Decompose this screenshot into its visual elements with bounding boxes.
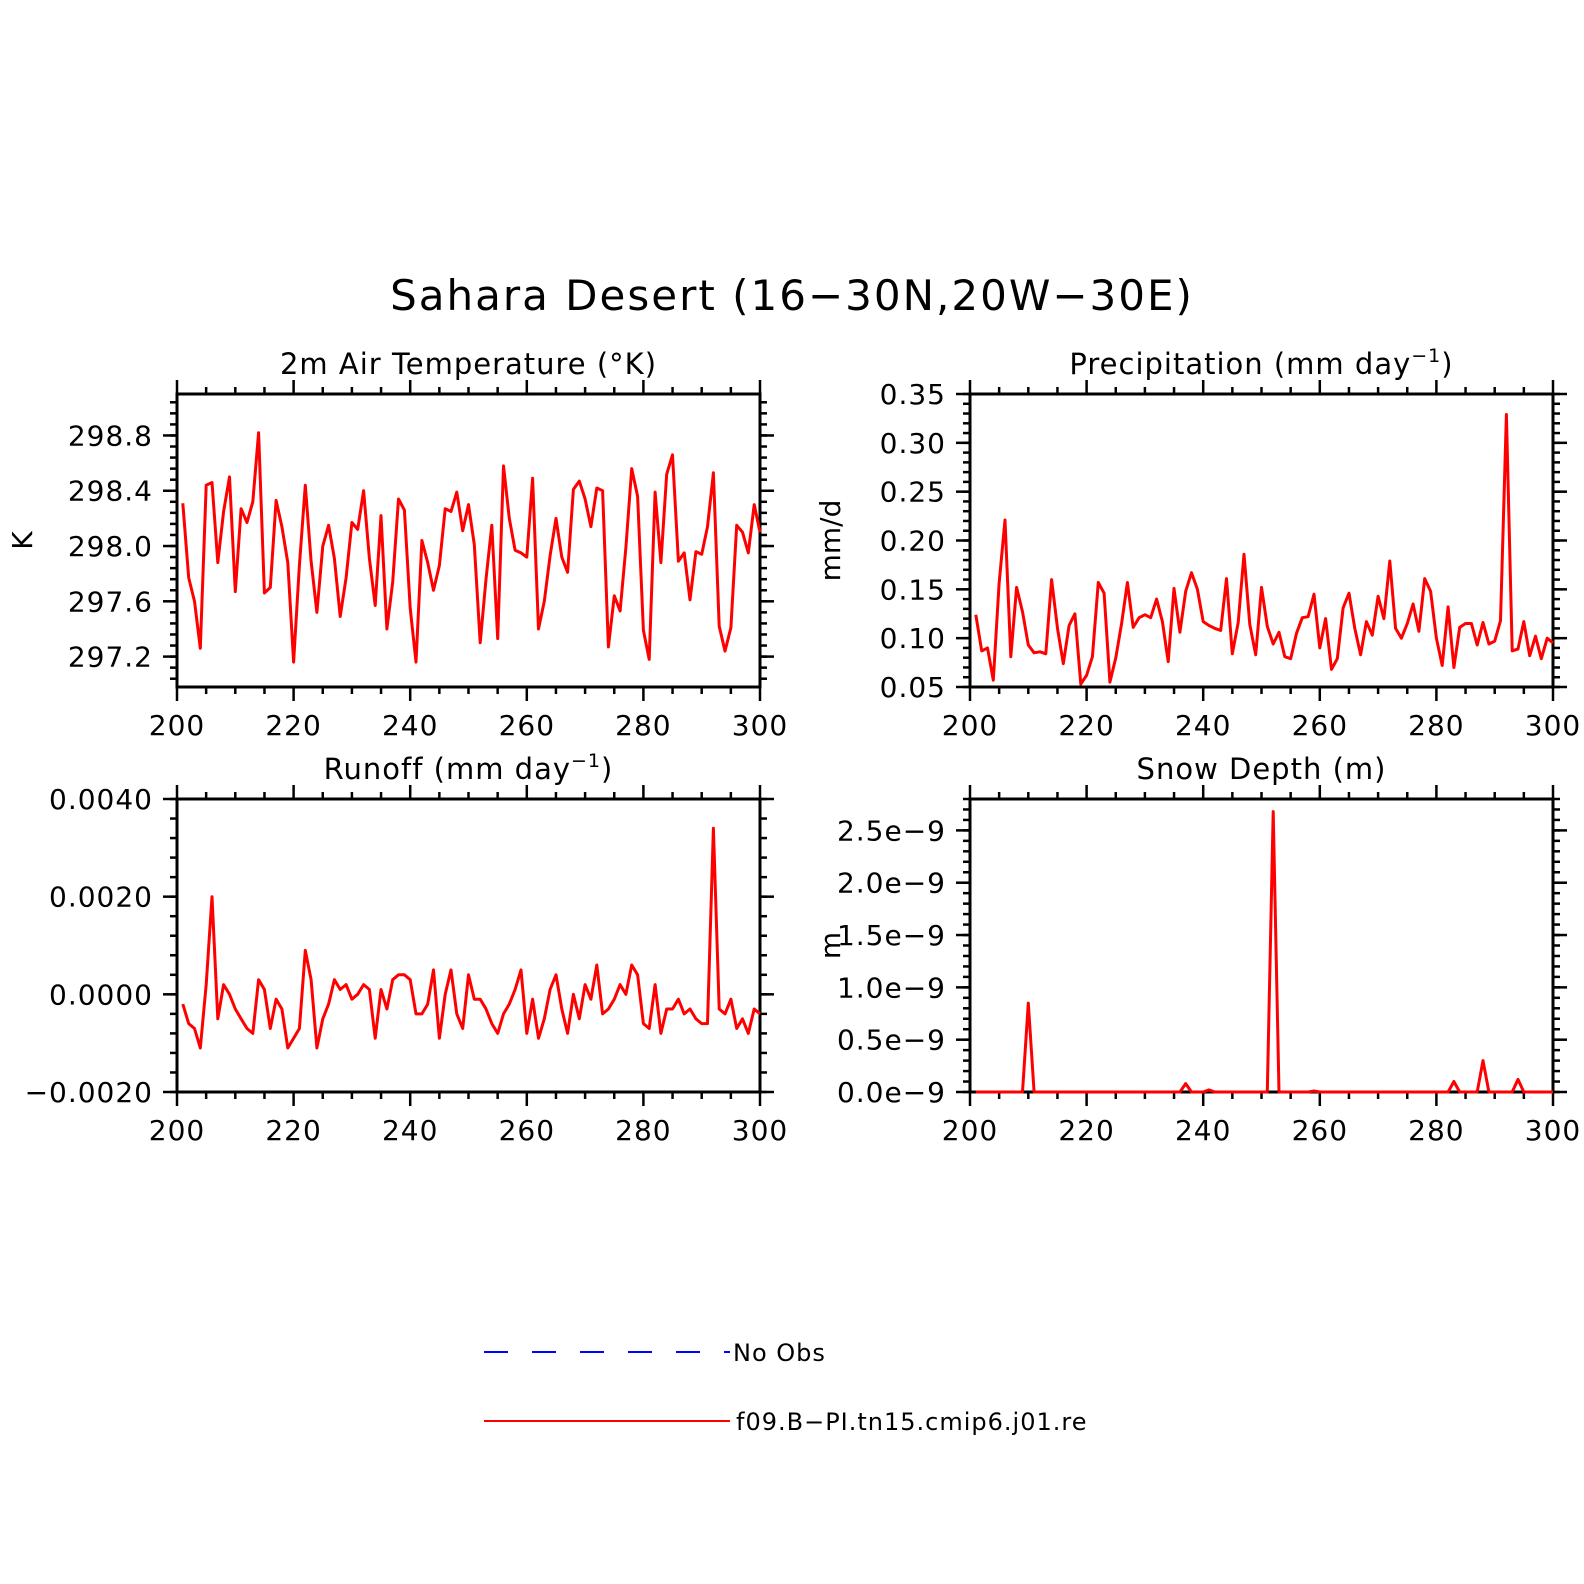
snow-depth-plot-frame — [968, 797, 1555, 1094]
runoff-xtick-label: 220 — [265, 1114, 321, 1147]
snow-depth-xtick-label: 260 — [1292, 1114, 1348, 1147]
precipitation-title-tail: ) — [1441, 347, 1453, 381]
precipitation-series-line — [974, 413, 1554, 686]
snow-depth-ytick-label: 1.0e−9 — [837, 971, 946, 1004]
snow-depth-xtick-label: 220 — [1058, 1114, 1114, 1147]
air-temperature-title-text: 2m Air Temperature (°K) — [280, 347, 657, 381]
air-temperature-ytick-label: 297.2 — [68, 641, 153, 674]
air-temperature-plot-frame — [175, 392, 762, 689]
legend-no-obs-label: No Obs — [733, 1339, 826, 1367]
snow-depth-xtick-label: 200 — [942, 1114, 998, 1147]
runoff-title-text: Runoff (mm day — [324, 752, 571, 786]
snow-depth-ytick-label: 2.0e−9 — [837, 867, 946, 900]
snow-depth-title: Snow Depth (m) — [1137, 752, 1387, 786]
precipitation-xtick-label: 280 — [1408, 709, 1464, 742]
runoff-title-tail: ) — [601, 752, 613, 786]
air-temperature-xtick-label: 240 — [382, 709, 438, 742]
runoff-title-superscript: −1 — [571, 750, 601, 772]
precipitation-xtick-label: 220 — [1058, 709, 1114, 742]
air-temperature-xtick-label: 260 — [499, 709, 555, 742]
precipitation-ytick-label: 0.35 — [880, 378, 946, 411]
legend: No Obs f09.B−PI.tn15.cmip6.j01.re — [484, 1339, 1087, 1436]
air-temperature-ytick-label: 298.0 — [68, 530, 153, 563]
air-temperature-y-axis-label: K — [6, 531, 39, 550]
legend-series-label: f09.B−PI.tn15.cmip6.j01.re — [736, 1408, 1087, 1436]
snow-depth-ytick-label: 2.5e−9 — [837, 814, 946, 847]
precipitation-plot-frame — [968, 392, 1555, 689]
snow-depth-title-text: Snow Depth (m) — [1137, 752, 1387, 786]
air-temperature-ytick-label: 298.8 — [68, 419, 153, 452]
snow-depth-xtick-label: 280 — [1408, 1114, 1464, 1147]
runoff-xtick-label: 280 — [615, 1114, 671, 1147]
runoff-plot-frame — [175, 797, 762, 1094]
precipitation-xtick-label: 240 — [1175, 709, 1231, 742]
snow-depth-xtick-label: 300 — [1525, 1114, 1581, 1147]
panel-air-temperature: 2m Air Temperature (°K) 200 220 240 260 280 30… — [6, 347, 788, 742]
snow-depth-ytick-label: 0.5e−9 — [837, 1024, 946, 1057]
runoff-ytick-label: 0.0000 — [49, 978, 153, 1011]
runoff-xtick-label: 240 — [382, 1114, 438, 1147]
precipitation-title-superscript: −1 — [1411, 345, 1441, 367]
precipitation-xtick-label: 260 — [1292, 709, 1348, 742]
air-temperature-ytick-label: 298.4 — [68, 475, 153, 508]
air-temperature-xtick-label: 300 — [732, 709, 788, 742]
runoff-xtick-label: 300 — [732, 1114, 788, 1147]
runoff-ytick-label: −0.0020 — [25, 1076, 153, 1109]
main-title: Sahara Desert (16−30N,20W−30E) — [390, 271, 1194, 320]
precipitation-xtick-label: 200 — [942, 709, 998, 742]
precipitation-y-axis-label: mm/d — [814, 500, 847, 582]
precipitation-ytick-label: 0.10 — [880, 622, 946, 655]
air-temperature-xtick-label: 220 — [265, 709, 321, 742]
snow-depth-y-axis-label: m — [814, 932, 847, 959]
precipitation-title-text: Precipitation (mm day — [1069, 347, 1411, 381]
precipitation-xtick-label: 300 — [1525, 709, 1581, 742]
precipitation-ytick-label: 0.15 — [880, 573, 946, 606]
snow-depth-xtick-label: 240 — [1175, 1114, 1231, 1147]
air-temperature-series-line — [181, 431, 762, 664]
snow-depth-series-line — [975, 810, 1553, 1094]
runoff-title: Runoff (mm day−1) — [324, 750, 614, 786]
panel-runoff: Runoff (mm day−1) 200 220 240 260 280 300 −0.00… — [25, 750, 788, 1147]
runoff-xtick-label: 200 — [149, 1114, 205, 1147]
air-temperature-ytick-label: 297.6 — [68, 585, 153, 618]
air-temperature-title: 2m Air Temperature (°K) — [280, 347, 657, 381]
air-temperature-xtick-label: 280 — [615, 709, 671, 742]
runoff-xtick-label: 260 — [499, 1114, 555, 1147]
precipitation-ytick-label: 0.25 — [880, 476, 946, 509]
panel-precipitation: Precipitation (mm day−1) 200 220 240 260 280 3… — [814, 345, 1581, 742]
runoff-series-line — [181, 826, 761, 1050]
precipitation-ytick-label: 0.20 — [880, 525, 946, 558]
snow-depth-ytick-label: 0.0e−9 — [837, 1076, 946, 1109]
snow-depth-ytick-label: 1.5e−9 — [837, 919, 946, 952]
precipitation-ytick-label: 0.30 — [880, 427, 946, 460]
precipitation-title: Precipitation (mm day−1) — [1069, 345, 1453, 381]
panel-snow-depth: Snow Depth (m) 200 220 240 260 280 300 0.0e−9 0.… — [814, 752, 1581, 1147]
precipitation-ytick-label: 0.05 — [880, 671, 946, 704]
air-temperature-xtick-label: 200 — [149, 709, 205, 742]
runoff-ytick-label: 0.0020 — [49, 881, 153, 914]
runoff-ytick-label: 0.0040 — [49, 783, 153, 816]
